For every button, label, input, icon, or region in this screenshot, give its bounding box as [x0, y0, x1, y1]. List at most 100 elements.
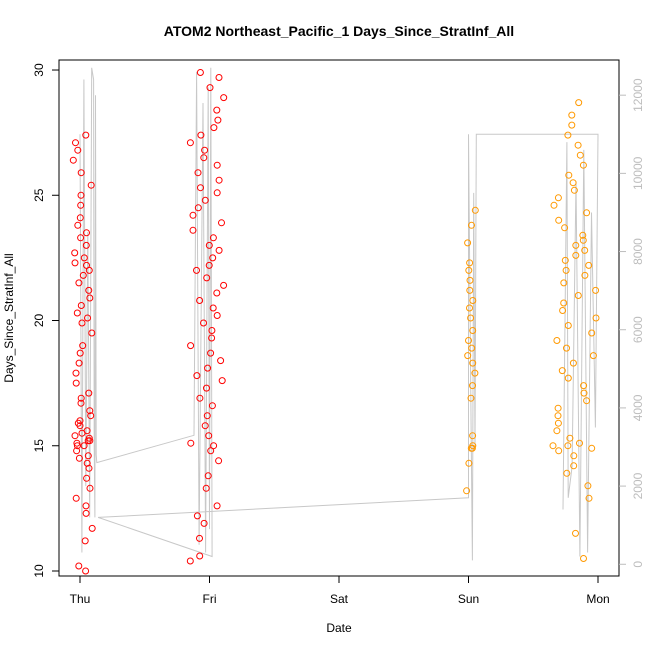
data-point [197, 184, 204, 192]
data-point [77, 394, 85, 402]
data-point [466, 259, 474, 267]
data-point [469, 432, 477, 440]
data-point [209, 304, 217, 312]
secondary-y-tick-label: 2000 [631, 472, 645, 499]
data-point [84, 314, 91, 322]
chart-title: ATOM2 Northeast_Pacific_1 Days_Since_Str… [164, 23, 514, 39]
data-point [588, 329, 596, 337]
data-point [200, 319, 207, 327]
data-point [465, 266, 473, 274]
data-point [82, 567, 90, 575]
data-point [218, 219, 225, 227]
data-point [576, 439, 583, 447]
data-point [579, 236, 587, 244]
data-point [585, 494, 593, 502]
data-point [463, 487, 471, 495]
data-point [72, 494, 80, 502]
data-point [217, 357, 225, 365]
data-point [592, 314, 600, 322]
data-point [83, 261, 90, 269]
data-point [553, 337, 561, 344]
y-tick-label: 30 [32, 63, 46, 77]
data-point [580, 555, 587, 562]
data-point [572, 251, 580, 259]
data-point [77, 169, 85, 177]
data-point [73, 439, 81, 447]
data-point [75, 279, 83, 287]
data-point [201, 146, 209, 154]
secondary-y-tick-label: 0 [631, 561, 645, 568]
x-axis-label: Date [326, 621, 352, 635]
data-point [74, 221, 82, 229]
data-point [580, 389, 588, 397]
secondary-series-line [79, 67, 599, 561]
data-point [194, 169, 202, 177]
data-point [555, 216, 563, 224]
data-point [583, 397, 591, 405]
data-point [82, 502, 90, 510]
secondary-y-tick-label: 8000 [631, 238, 645, 265]
data-point [189, 226, 197, 234]
data-point [194, 204, 202, 212]
data-point [88, 329, 96, 337]
data-point [77, 302, 85, 309]
data-point [86, 437, 94, 445]
data-point [80, 442, 88, 450]
data-point [213, 106, 221, 114]
data-point [87, 181, 95, 189]
data-point [187, 439, 195, 447]
data-point [554, 412, 562, 420]
data-point [83, 229, 90, 237]
data-point [75, 454, 83, 462]
data-point [469, 327, 477, 334]
data-point [189, 211, 197, 219]
data-point [562, 266, 570, 274]
data-point [215, 246, 223, 254]
secondary-line [79, 67, 599, 561]
data-point [213, 189, 221, 197]
data-point [469, 359, 477, 367]
y-tick-label: 15 [32, 439, 46, 453]
data-point [574, 292, 582, 299]
data-point [554, 194, 562, 202]
data-point [81, 537, 89, 545]
data-point [572, 241, 580, 249]
data-point [466, 276, 474, 284]
y-axis-label: Days_Since_StratInf_All [2, 253, 16, 382]
data-point [572, 529, 579, 537]
data-point [568, 121, 576, 129]
data-point [561, 256, 569, 264]
data-point [76, 417, 84, 425]
data-point [209, 234, 217, 242]
data-point [200, 519, 208, 527]
data-point [565, 171, 573, 179]
data-point [570, 452, 578, 460]
data-point [205, 432, 213, 440]
data-point [78, 319, 86, 327]
secondary-y-axis: 0 2000 4000 6000 8000 10000 12000 [619, 78, 645, 568]
data-point [554, 404, 562, 412]
data-point [589, 352, 597, 360]
data-point [549, 442, 557, 450]
data-point [563, 469, 571, 477]
data-point [208, 334, 216, 342]
data-point [566, 434, 574, 442]
data-point [77, 399, 85, 407]
data-point [193, 512, 201, 520]
data-point [213, 312, 221, 319]
data-point [468, 221, 475, 229]
data-point [213, 289, 221, 297]
secondary-y-tick-label: 10000 [631, 156, 645, 190]
data-point [193, 372, 201, 380]
data-point [82, 131, 90, 139]
data-point [77, 201, 85, 209]
data-point [203, 384, 210, 392]
data-point [72, 379, 80, 387]
data-point [215, 74, 223, 81]
data-point [570, 186, 578, 194]
data-point [555, 447, 563, 455]
data-point [564, 442, 572, 450]
data-point [220, 94, 228, 102]
data-point [467, 314, 475, 322]
